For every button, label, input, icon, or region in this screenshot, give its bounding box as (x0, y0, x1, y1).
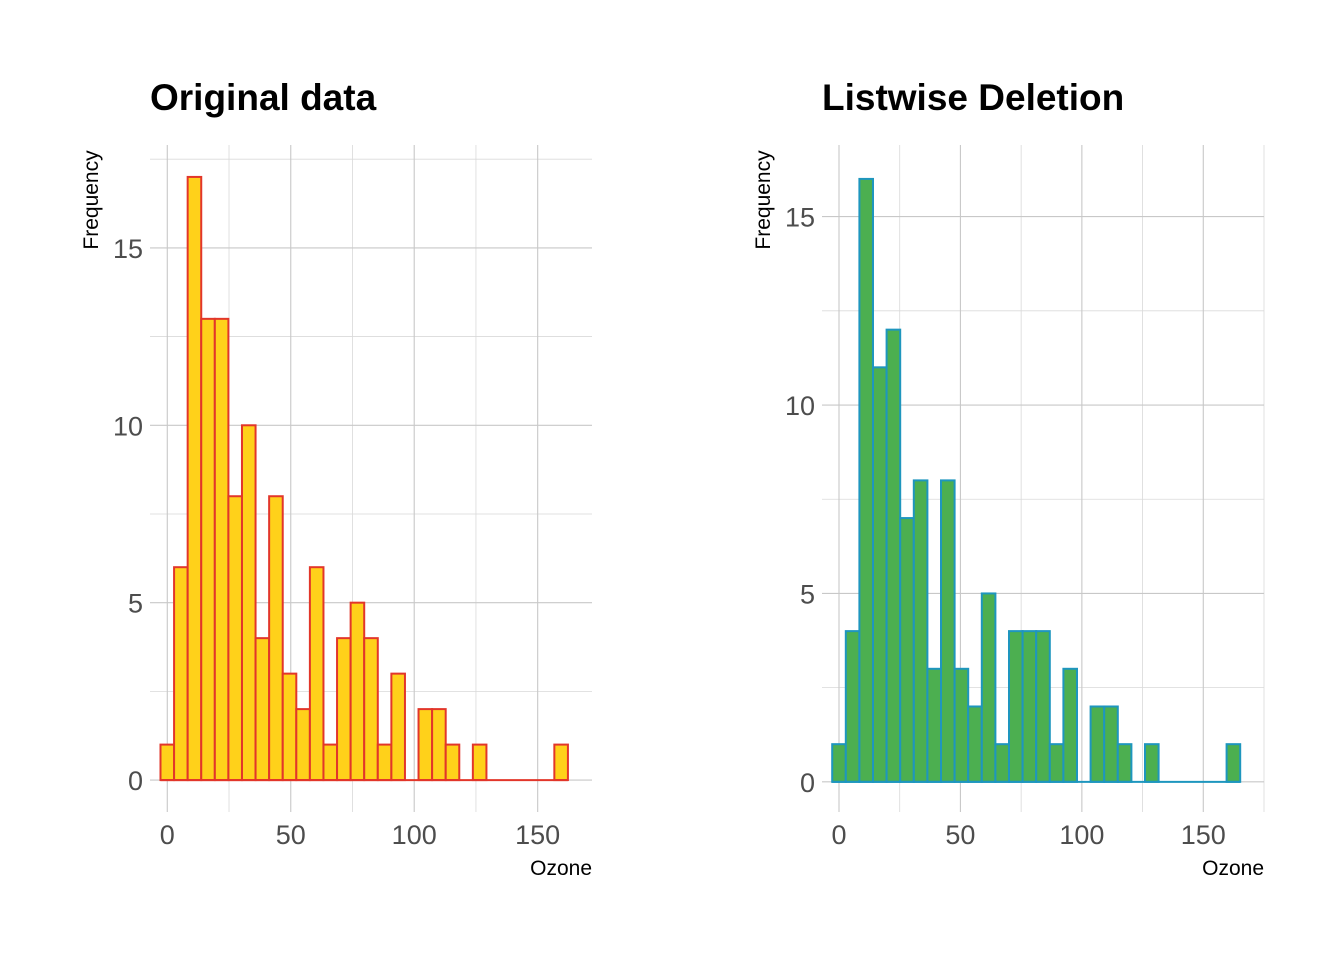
y-tick-label: 0 (800, 768, 815, 798)
y-axis-label: Frequency (80, 150, 103, 250)
x-tick-label: 100 (392, 820, 437, 850)
x-tick-label: 150 (515, 820, 560, 850)
histogram-bar (281, 672, 298, 782)
x-axis-label: Ozone (530, 857, 592, 880)
histogram-bar (336, 637, 352, 782)
histogram-bar (417, 708, 434, 782)
histogram-bar (322, 743, 339, 782)
histogram-bar (994, 743, 1011, 783)
histogram-bar (844, 630, 861, 783)
histogram-bar (444, 743, 461, 782)
histogram-bar (1103, 705, 1119, 783)
y-tick-label: 5 (128, 589, 143, 619)
y-axis-label: Frequency (752, 150, 775, 250)
histogram-bar (254, 637, 271, 782)
histogram-bar (1225, 743, 1242, 783)
histogram-bar (926, 667, 943, 783)
histogram-bar (872, 366, 888, 783)
x-axis-label: Ozone (1202, 857, 1264, 880)
histogram-bar (431, 708, 447, 782)
histogram-bars (831, 177, 1242, 783)
histogram-bar (858, 177, 875, 783)
histogram-bar (1048, 743, 1065, 783)
x-tick-label: 100 (1059, 820, 1104, 850)
y-tick-label: 5 (800, 579, 815, 609)
x-tick-label: 50 (276, 820, 306, 850)
histogram-bar (213, 317, 230, 782)
chart-title: Listwise Deletion (822, 77, 1124, 118)
histogram-bars (159, 175, 569, 782)
histogram-bar (1021, 630, 1038, 783)
histogram-bar (1116, 743, 1133, 783)
histogram-bar (899, 517, 915, 783)
histogram-bar (940, 479, 956, 783)
chart-panel-1: 0 50 100 150 0 5 10 15 Original data Frequency Ozo… (80, 77, 592, 880)
histogram-bar (553, 743, 569, 782)
x-tick-label: 150 (1181, 820, 1226, 850)
histogram-bar (1062, 667, 1079, 783)
x-tick-label: 0 (160, 820, 175, 850)
histogram-bar (1035, 630, 1051, 783)
chart-panel-2: 0 50 100 150 0 5 10 15 Listwise Deletion Frequenc… (752, 77, 1265, 880)
histogram-bar (953, 667, 970, 783)
histogram-bar (1144, 743, 1160, 783)
y-tick-label: 15 (113, 234, 143, 264)
histogram-bar (390, 672, 406, 782)
histogram-bar (200, 317, 216, 782)
chart-title: Original data (150, 77, 377, 118)
y-tick-label: 0 (128, 766, 143, 796)
histogram-bar (967, 705, 983, 783)
histogram-bar (240, 424, 257, 782)
histogram-bar (885, 328, 902, 783)
histogram-bar (295, 708, 311, 782)
histogram-bar (1008, 630, 1024, 783)
histogram-bar (349, 601, 366, 782)
histogram-bar (227, 495, 243, 782)
histogram-bar (831, 743, 847, 783)
histogram-bar (980, 592, 997, 783)
histogram-bar (159, 743, 176, 782)
x-tick-label: 0 (831, 820, 846, 850)
y-tick-label: 10 (785, 391, 815, 421)
histogram-bar (376, 743, 393, 782)
histogram-bar (186, 175, 203, 782)
histogram-bar (912, 479, 929, 783)
x-tick-label: 50 (945, 820, 975, 850)
y-tick-label: 10 (113, 411, 143, 441)
histogram-bar (471, 743, 488, 782)
histogram-bar (268, 495, 284, 782)
histogram-bar (363, 637, 379, 782)
histogram-bar (1089, 705, 1106, 783)
y-tick-label: 15 (785, 203, 815, 233)
histogram-bar (308, 566, 325, 782)
histogram-bar (173, 566, 189, 782)
